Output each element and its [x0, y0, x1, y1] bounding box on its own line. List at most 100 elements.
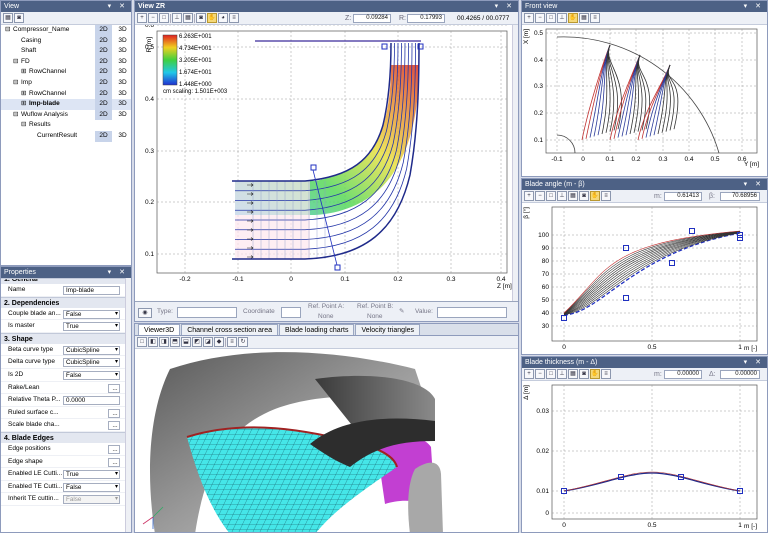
- viewer-tab[interactable]: Blade loading charts: [279, 324, 355, 335]
- zoom-fit-icon[interactable]: □: [546, 191, 556, 201]
- panel-controls[interactable]: ▾ ✕: [743, 181, 764, 188]
- blade-angle-chart[interactable]: 0 0.5 1 30 40 50 60 70 80 90 100 m [-] β [°]: [522, 203, 767, 354]
- camera-icon[interactable]: ◙: [579, 369, 589, 379]
- axes-icon[interactable]: ⊥: [557, 191, 567, 201]
- r-coordinate-field[interactable]: 0.17993: [407, 14, 445, 23]
- z-coordinate-field[interactable]: 0.09284: [353, 14, 391, 23]
- grid-icon[interactable]: ▦: [579, 13, 589, 23]
- beta-value-field[interactable]: 70.68956: [720, 192, 760, 201]
- tree-item[interactable]: ⊟ Results: [1, 120, 131, 131]
- toggle-3d-button[interactable]: 3D: [118, 26, 127, 33]
- hub-handle[interactable]: [310, 164, 317, 171]
- properties-scrollbar[interactable]: [125, 278, 131, 532]
- tree-item[interactable]: Shaft 2D 3D: [1, 46, 131, 57]
- toggle-3d-button[interactable]: 3D: [118, 131, 127, 139]
- view-left-icon[interactable]: ◩: [192, 337, 202, 347]
- toggle-2d-button[interactable]: 2D: [95, 56, 112, 68]
- settings-icon[interactable]: ≡: [227, 337, 237, 347]
- property-section[interactable]: 3. Shape: [1, 332, 131, 344]
- impeller-3d-view[interactable]: [135, 349, 519, 533]
- property-value[interactable]: Imp-blade: [63, 286, 120, 295]
- zoom-in-icon[interactable]: +: [524, 191, 534, 201]
- delta-value-field[interactable]: 0.00000: [720, 370, 760, 379]
- beta-control-point[interactable]: [737, 235, 743, 241]
- panel-controls[interactable]: ▾ ✕: [494, 3, 515, 10]
- property-value[interactable]: ...: [108, 457, 120, 467]
- tree-item[interactable]: ⊟ FD 2D 3D: [1, 56, 131, 68]
- toggle-2d-button[interactable]: 2D: [95, 77, 112, 89]
- tree-item[interactable]: ⊟ Compressor_Name 2D 3D: [1, 25, 131, 36]
- expand-toggle-icon[interactable]: ⊟: [13, 78, 19, 86]
- view-right-icon[interactable]: ◪: [203, 337, 213, 347]
- toggle-3d-button[interactable]: 3D: [118, 78, 127, 86]
- viewer-tab[interactable]: Channel cross section area: [181, 324, 279, 335]
- zoom-fit-icon[interactable]: □: [546, 13, 556, 23]
- te-handle[interactable]: [417, 43, 424, 50]
- panel-controls[interactable]: ▾ ✕: [743, 359, 764, 366]
- zoom-fit-icon[interactable]: □: [159, 13, 169, 23]
- property-value[interactable]: ...: [108, 408, 120, 418]
- beta-control-point[interactable]: [689, 228, 695, 234]
- viewer-tab[interactable]: Viewer3D: [138, 324, 181, 335]
- zoom-in-icon[interactable]: +: [137, 13, 147, 23]
- axes-icon[interactable]: ⊥: [557, 13, 567, 23]
- toggle-2d-button[interactable]: 2D: [95, 46, 112, 57]
- pan-icon[interactable]: ✋: [590, 191, 600, 201]
- toggle-3d-button[interactable]: 3D: [118, 100, 127, 108]
- grid-icon[interactable]: ▦: [568, 191, 578, 201]
- camera-icon[interactable]: ◙: [579, 191, 589, 201]
- expand-toggle-icon[interactable]: ⊟: [21, 121, 27, 129]
- shroud-handle[interactable]: [334, 264, 341, 271]
- beta-control-point[interactable]: [669, 260, 675, 266]
- toggle-3d-button[interactable]: 3D: [118, 110, 127, 118]
- property-section[interactable]: 4. Blade Edges: [1, 431, 131, 443]
- beta-control-point[interactable]: [561, 315, 567, 321]
- property-value[interactable]: False: [63, 495, 120, 505]
- beta-control-point[interactable]: [623, 295, 629, 301]
- property-value[interactable]: False: [63, 482, 120, 492]
- camera-icon[interactable]: ◙: [196, 13, 206, 23]
- tree-item[interactable]: CurrentResult 2D 3D: [1, 130, 131, 142]
- view-bottom-icon[interactable]: ⬓: [181, 337, 191, 347]
- settings-icon[interactable]: ≡: [601, 191, 611, 201]
- value-field[interactable]: [437, 307, 507, 318]
- camera-icon[interactable]: ◙: [14, 13, 24, 23]
- pan-icon[interactable]: ✋: [568, 13, 578, 23]
- settings-icon[interactable]: ≡: [229, 13, 239, 23]
- toggle-2d-button[interactable]: 2D: [95, 35, 112, 47]
- view-top-icon[interactable]: ⬒: [170, 337, 180, 347]
- coordinate-select[interactable]: [281, 307, 301, 318]
- axes-icon[interactable]: ⊥: [557, 369, 567, 379]
- property-section[interactable]: 2. Dependencies: [1, 296, 131, 308]
- tree-item[interactable]: Casing 2D 3D: [1, 35, 131, 47]
- toggle-3d-button[interactable]: 3D: [118, 68, 127, 76]
- property-value[interactable]: CubicSpline: [63, 345, 120, 355]
- grid-icon[interactable]: ▦: [183, 13, 193, 23]
- expand-toggle-icon[interactable]: ⊞: [21, 100, 27, 108]
- axes-icon[interactable]: ⊥: [172, 13, 182, 23]
- zoom-out-icon[interactable]: −: [535, 13, 545, 23]
- zoom-out-icon[interactable]: −: [148, 13, 158, 23]
- toggle-2d-button[interactable]: 2D: [95, 99, 112, 110]
- thickness-control-points[interactable]: [561, 474, 743, 494]
- toggle-2d-button[interactable]: 2D: [95, 109, 112, 121]
- toggle-2d-button[interactable]: 2D: [95, 25, 112, 36]
- eye-icon[interactable]: ◉: [138, 308, 152, 318]
- panel-controls[interactable]: ▾ ✕: [743, 3, 764, 10]
- property-value[interactable]: CubicSpline: [63, 358, 120, 368]
- toggle-2d-button[interactable]: 2D: [95, 67, 112, 78]
- tree-item[interactable]: ⊞ RowChannel 2D 3D: [1, 67, 131, 78]
- expand-toggle-icon[interactable]: ⊞: [21, 89, 27, 97]
- view-zr-scrollbar[interactable]: [512, 25, 518, 301]
- le-handle[interactable]: [381, 43, 388, 50]
- zoom-in-icon[interactable]: +: [524, 369, 534, 379]
- beta-control-point[interactable]: [623, 245, 629, 251]
- property-value[interactable]: 0.0000: [63, 396, 120, 406]
- tree-item[interactable]: ⊞ Imp-blade 2D 3D: [1, 99, 131, 110]
- expand-toggle-icon[interactable]: ⊟: [13, 110, 19, 118]
- zoom-fit-icon[interactable]: □: [546, 369, 556, 379]
- front-view-plot[interactable]: -0.1 0 0.1 0.2 0.3 0.4 0.5 0.6 0.1 0.2 0.3 0.4 0.5 Y…: [522, 25, 767, 176]
- pan-icon[interactable]: ✋: [590, 369, 600, 379]
- expand-toggle-icon[interactable]: ⊟: [13, 57, 19, 65]
- expand-toggle-icon[interactable]: ⊞: [21, 68, 27, 76]
